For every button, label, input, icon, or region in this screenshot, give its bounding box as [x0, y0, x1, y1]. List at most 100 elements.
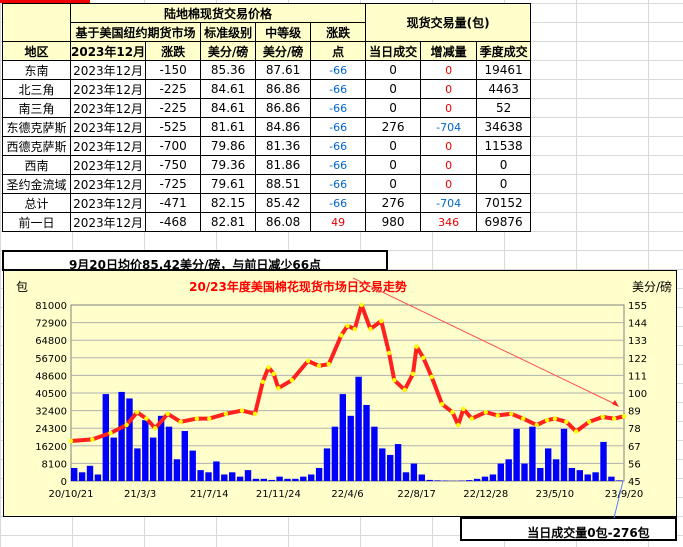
cell-change[interactable]: 49 [311, 213, 366, 232]
cell-delta[interactable]: -704 [421, 118, 477, 137]
cell-basis[interactable]: -525 [146, 118, 201, 137]
cell-delta[interactable]: 346 [421, 213, 477, 232]
cell-season[interactable]: 69876 [477, 213, 531, 232]
cell-delta[interactable]: 0 [421, 137, 477, 156]
cell-today[interactable]: 0 [366, 61, 421, 80]
cell-basis[interactable]: -150 [146, 61, 201, 80]
cell-today[interactable]: 0 [366, 137, 421, 156]
cell-today[interactable]: 980 [366, 213, 421, 232]
cell-middle[interactable]: 86.86 [256, 99, 311, 118]
y-left-tick-label: 64800 [35, 336, 67, 347]
volume-annotation: 当日成交量0包-276包 [460, 517, 677, 541]
volume-bar [545, 448, 551, 481]
cell-change[interactable]: -66 [311, 137, 366, 156]
cell-basis[interactable]: -225 [146, 80, 201, 99]
cell-middle[interactable]: 86.86 [256, 80, 311, 99]
cell-standard[interactable]: 79.36 [201, 156, 256, 175]
cell-standard[interactable]: 85.36 [201, 61, 256, 80]
cell-basis[interactable]: -750 [146, 156, 201, 175]
volume-bar [190, 451, 196, 481]
price-marker [600, 415, 604, 419]
price-marker [124, 423, 128, 427]
cell-delta[interactable]: 0 [421, 175, 477, 194]
volume-bar [340, 394, 346, 481]
cell-middle[interactable]: 86.08 [256, 213, 311, 232]
cell-basis[interactable]: -725 [146, 175, 201, 194]
cell-middle[interactable]: 88.51 [256, 175, 311, 194]
cell-region[interactable]: 圣约金流域 [3, 175, 71, 194]
cell-delta[interactable]: 0 [421, 61, 477, 80]
cell-standard[interactable]: 81.61 [201, 118, 256, 137]
cell-today[interactable]: 0 [366, 99, 421, 118]
cell-region[interactable]: 北三角 [3, 80, 71, 99]
cell-contract[interactable]: 2023年12月 [71, 137, 146, 156]
cell-region[interactable]: 东南 [3, 61, 71, 80]
cell-contract[interactable]: 2023年12月 [71, 213, 146, 232]
y-left-tick-label: 16200 [35, 442, 67, 453]
x-tick-label: 22/8/17 [397, 489, 436, 500]
cell-basis[interactable]: -225 [146, 99, 201, 118]
y-left-tick-label: 24300 [35, 424, 67, 435]
cell-contract[interactable]: 2023年12月 [71, 80, 146, 99]
cell-standard[interactable]: 82.81 [201, 213, 256, 232]
cell-basis[interactable]: -468 [146, 213, 201, 232]
cell-change[interactable]: -66 [311, 118, 366, 137]
cell-middle[interactable]: 84.86 [256, 118, 311, 137]
cell-basis[interactable]: -471 [146, 194, 201, 213]
cell-standard[interactable]: 82.15 [201, 194, 256, 213]
cell-change[interactable]: -66 [311, 61, 366, 80]
cell-contract[interactable]: 2023年12月 [71, 118, 146, 137]
cell-standard[interactable]: 84.61 [201, 80, 256, 99]
cell-today[interactable]: 0 [366, 175, 421, 194]
cell-change[interactable]: -66 [311, 175, 366, 194]
cell-contract[interactable]: 2023年12月 [71, 61, 146, 80]
cell-standard[interactable]: 79.86 [201, 137, 256, 156]
cell-region[interactable]: 西南 [3, 156, 71, 175]
cell-today[interactable]: 0 [366, 156, 421, 175]
cell-season[interactable]: 11538 [477, 137, 531, 156]
cell-today[interactable]: 0 [366, 80, 421, 99]
cell-delta[interactable]: 0 [421, 99, 477, 118]
cell-delta[interactable]: 0 [421, 80, 477, 99]
cell-middle[interactable]: 81.36 [256, 137, 311, 156]
cell-season[interactable]: 70152 [477, 194, 531, 213]
cell-today[interactable]: 276 [366, 118, 421, 137]
cell-standard[interactable]: 84.61 [201, 99, 256, 118]
volume-bar [316, 468, 322, 481]
cell-basis[interactable]: -700 [146, 137, 201, 156]
cell-season[interactable]: 34638 [477, 118, 531, 137]
cell-season[interactable]: 19461 [477, 61, 531, 80]
volume-bar [608, 477, 614, 481]
cell-change[interactable]: -66 [311, 194, 366, 213]
cell-standard[interactable]: 79.61 [201, 175, 256, 194]
cell-change[interactable]: -66 [311, 156, 366, 175]
volume-bar [269, 480, 275, 481]
cell-middle[interactable]: 81.86 [256, 156, 311, 175]
price-marker [153, 426, 157, 430]
cell-contract[interactable]: 2023年12月 [71, 175, 146, 194]
cell-season[interactable]: 52 [477, 99, 531, 118]
cell-region[interactable]: 前一日 [3, 213, 71, 232]
cell-middle[interactable]: 85.42 [256, 194, 311, 213]
cell-region[interactable]: 东德克萨斯 [3, 118, 71, 137]
price-annotation: 9月20日均价85.42美分/磅，与前日减少66点 [2, 250, 388, 271]
price-marker [135, 410, 139, 414]
volume-bar [427, 480, 433, 481]
cell-middle[interactable]: 87.61 [256, 61, 311, 80]
cell-contract[interactable]: 2023年12月 [71, 156, 146, 175]
cell-delta[interactable]: -704 [421, 194, 477, 213]
cell-contract[interactable]: 2023年12月 [71, 99, 146, 118]
cell-region[interactable]: 西德克萨斯 [3, 137, 71, 156]
cell-contract[interactable]: 2023年12月 [71, 194, 146, 213]
cell-change[interactable]: -66 [311, 99, 366, 118]
cell-today[interactable]: 276 [366, 194, 421, 213]
cell-season[interactable]: 0 [477, 156, 531, 175]
cell-season[interactable]: 4463 [477, 80, 531, 99]
cell-change[interactable]: -66 [311, 80, 366, 99]
cell-delta[interactable]: 0 [421, 156, 477, 175]
cell-season[interactable]: 0 [477, 175, 531, 194]
price-marker [521, 416, 525, 420]
cell-region[interactable]: 南三角 [3, 99, 71, 118]
cell-region[interactable]: 总计 [3, 194, 71, 213]
